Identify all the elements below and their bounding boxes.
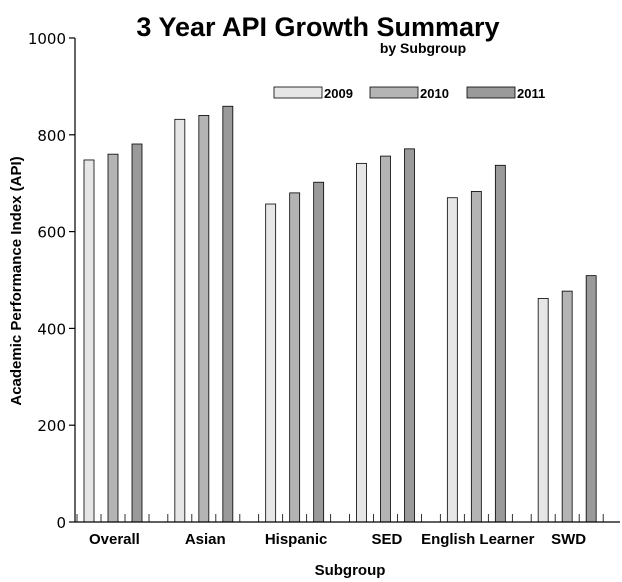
bar-asian-2011 bbox=[222, 105, 234, 523]
chart-subtitle: by Subgroup bbox=[380, 40, 466, 56]
y-axis-title: Academic Performance Index (API) bbox=[8, 156, 25, 405]
legend-swatch-2010 bbox=[369, 86, 419, 99]
bar-asian-2010 bbox=[198, 115, 210, 523]
y-axis: 0 200 400 600 800 1000 bbox=[28, 30, 76, 532]
bar-overall-2009 bbox=[83, 159, 95, 523]
legend-label-2010: 2010 bbox=[420, 86, 449, 101]
legend: 2009 2010 2011 bbox=[273, 86, 545, 101]
bars bbox=[83, 105, 597, 523]
bar-overall-2010 bbox=[107, 153, 119, 523]
bar-swd-2011 bbox=[585, 275, 597, 523]
x-axis-title: Subgroup bbox=[315, 562, 386, 579]
x-axis: Overall Asian Hispanic SED English Learner SW… bbox=[75, 514, 620, 548]
x-tick-label: English Learner bbox=[421, 531, 535, 548]
x-tick-label: Overall bbox=[89, 531, 140, 548]
y-tick-label: 400 bbox=[37, 320, 66, 338]
x-tick-label: Hispanic bbox=[265, 531, 328, 548]
bar-asian-2009 bbox=[174, 118, 186, 523]
legend-swatch-2011 bbox=[466, 86, 516, 99]
y-tick-label: 1000 bbox=[28, 30, 66, 48]
bar-english-learner-2009 bbox=[446, 197, 458, 523]
bar-sed-2011 bbox=[404, 148, 415, 523]
x-tick-label: Asian bbox=[185, 531, 226, 548]
bar-english-learner-2011 bbox=[494, 164, 506, 523]
bar-hispanic-2009 bbox=[265, 203, 277, 523]
bar-hispanic-2011 bbox=[313, 181, 325, 523]
legend-swatch-2009 bbox=[273, 86, 323, 99]
x-tick-label: SWD bbox=[551, 531, 586, 548]
legend-label-2009: 2009 bbox=[324, 86, 353, 101]
bar-overall-2011 bbox=[131, 143, 143, 523]
bar-swd-2010 bbox=[561, 290, 573, 523]
bar-sed-2009 bbox=[356, 162, 367, 523]
y-tick-label: 0 bbox=[56, 514, 66, 532]
y-tick-label: 200 bbox=[37, 417, 66, 435]
legend-label-2011: 2011 bbox=[517, 86, 545, 101]
bar-sed-2010 bbox=[380, 155, 391, 523]
bar-hispanic-2010 bbox=[289, 192, 301, 523]
y-tick-label: 800 bbox=[37, 127, 66, 145]
bar-english-learner-2010 bbox=[470, 191, 482, 523]
bar-swd-2009 bbox=[537, 297, 549, 523]
x-tick-label: SED bbox=[371, 531, 402, 548]
y-tick-label: 600 bbox=[37, 224, 66, 242]
chart-title: 3 Year API Growth Summary bbox=[136, 12, 499, 42]
